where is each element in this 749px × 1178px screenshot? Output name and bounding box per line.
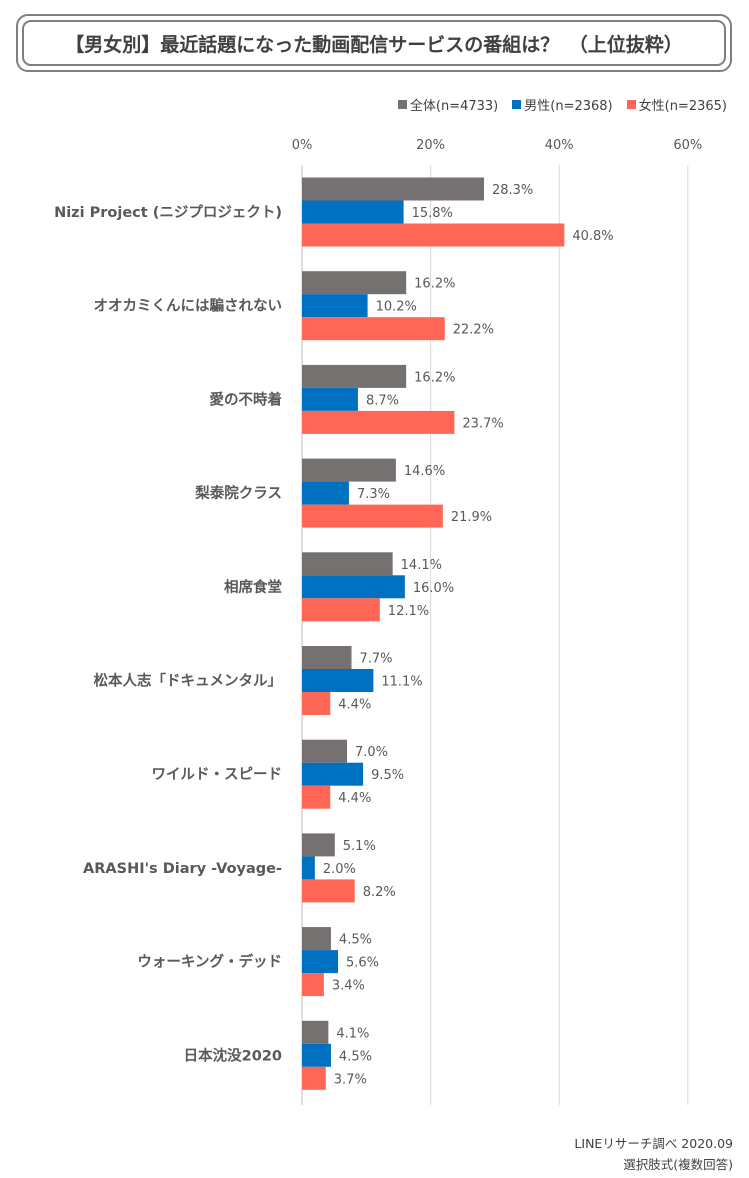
category-label: 相席食堂 — [224, 578, 282, 596]
data-label: 4.4% — [338, 698, 371, 713]
chart-title: 【男女別】最近話題になった動画配信サービスの番組は？ （上位抜粋） — [22, 20, 726, 66]
bar — [302, 762, 364, 786]
bar — [302, 294, 368, 318]
data-label: 4.1% — [336, 1026, 369, 1041]
data-label: 21.9% — [451, 510, 492, 525]
category-label: 梨泰院クラス — [195, 484, 282, 502]
legend: 全体(n=4733) 男性(n=2368) 女性(n=2365) — [397, 95, 727, 114]
bar — [302, 879, 355, 903]
data-label: 4.5% — [339, 1049, 372, 1064]
data-label: 7.0% — [355, 745, 388, 760]
bar — [302, 739, 348, 763]
data-label: 4.4% — [338, 791, 371, 806]
legend-label-total: 全体(n=4733) — [409, 99, 499, 114]
data-label: 9.5% — [371, 768, 404, 783]
data-label: 10.2% — [376, 300, 417, 315]
data-label: 14.6% — [404, 464, 445, 479]
bar — [302, 410, 455, 434]
bar — [302, 833, 335, 857]
bar — [302, 223, 565, 247]
bar — [302, 575, 405, 599]
bar — [302, 669, 374, 692]
data-label: 40.8% — [572, 229, 613, 244]
method-note: 選択肢式(複数回答) — [623, 1157, 733, 1172]
bar — [302, 1043, 331, 1067]
bar — [302, 927, 331, 951]
category-label: ウォーキング・デッド — [137, 953, 282, 971]
category-label: 愛の不時着 — [210, 390, 283, 408]
data-label: 4.5% — [339, 933, 372, 948]
bar — [302, 598, 380, 622]
legend-item-total: 全体(n=4733) — [397, 95, 499, 114]
data-label: 11.1% — [381, 675, 422, 690]
source-note: LINEリサーチ調べ 2020.09 — [574, 1136, 733, 1151]
legend-swatch-male — [512, 100, 522, 109]
legend-label-male: 男性(n=2368) — [524, 99, 613, 114]
bar — [302, 271, 407, 295]
legend-swatch-female — [626, 100, 636, 109]
data-label: 12.1% — [388, 604, 429, 619]
legend-item-female: 女性(n=2365) — [626, 95, 727, 114]
data-label: 14.1% — [401, 558, 442, 573]
category-label: ワイルド・スピード — [152, 766, 283, 783]
category-label: 松本人志「ドキュメンタル」 — [94, 672, 283, 690]
bar — [302, 1066, 326, 1090]
legend-item-male: 男性(n=2368) — [512, 95, 613, 114]
bar — [302, 317, 445, 341]
category-label: ARASHI's Diary -Voyage- — [83, 861, 282, 877]
data-label: 7.7% — [360, 652, 393, 667]
data-label: 7.3% — [357, 487, 390, 502]
bar — [302, 364, 407, 388]
data-label: 15.8% — [412, 206, 453, 221]
data-label: 22.2% — [453, 323, 494, 338]
data-label: 5.6% — [346, 956, 379, 971]
bar — [302, 646, 352, 669]
legend-label-female: 女性(n=2365) — [638, 99, 727, 114]
x-tick-label: 60% — [673, 138, 702, 153]
bar — [302, 692, 331, 715]
bar — [302, 177, 484, 201]
bar — [302, 856, 315, 880]
data-label: 16.2% — [414, 277, 455, 292]
data-label: 3.4% — [332, 979, 365, 994]
title-frame: 【男女別】最近話題になった動画配信サービスの番組は？ （上位抜粋） — [16, 14, 732, 72]
data-label: 8.2% — [363, 885, 396, 900]
bar — [302, 950, 339, 974]
category-label: Nizi Project (ニジプロジェクト) — [54, 204, 282, 221]
category-label: オオカミくんには騙されない — [94, 297, 283, 315]
data-label: 28.3% — [492, 183, 533, 198]
data-label: 2.0% — [323, 862, 356, 877]
bar — [302, 387, 358, 411]
data-label: 5.1% — [343, 839, 376, 854]
bar — [302, 1020, 329, 1044]
x-tick-label: 0% — [292, 138, 313, 153]
x-tick-label: 20% — [416, 138, 445, 153]
bar — [302, 458, 396, 482]
category-label: 日本沈没2020 — [184, 1046, 282, 1064]
data-label: 16.2% — [414, 370, 455, 385]
bar — [302, 552, 393, 576]
data-label: 23.7% — [462, 416, 503, 431]
data-label: 8.7% — [366, 393, 399, 408]
x-tick-label: 40% — [545, 138, 574, 153]
data-label: 16.0% — [413, 581, 454, 596]
bar — [302, 785, 331, 809]
legend-swatch-total — [397, 100, 407, 109]
bar — [302, 504, 443, 528]
bar — [302, 973, 324, 997]
data-label: 3.7% — [334, 1072, 367, 1087]
bar — [302, 200, 404, 224]
bar — [302, 481, 349, 505]
